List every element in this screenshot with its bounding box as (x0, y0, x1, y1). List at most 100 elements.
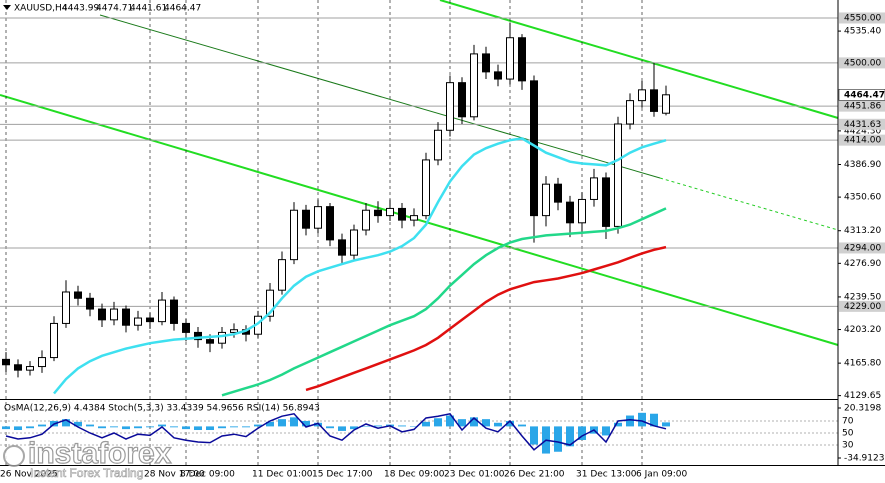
y-tick-label: 4313.20 (844, 226, 881, 236)
candle-body (266, 289, 274, 317)
level-label-box (839, 134, 885, 146)
osma-bar (302, 420, 310, 427)
candle-body (326, 206, 334, 241)
trend-line-extension (659, 177, 839, 231)
candle-body (314, 206, 322, 229)
candle-body (626, 100, 634, 125)
osma-bar (458, 419, 466, 427)
osma-bar (422, 421, 430, 427)
osma-bar (650, 413, 658, 427)
candle-body (230, 329, 238, 333)
osma-bar (602, 426, 610, 436)
level-label: 4500.00 (844, 58, 881, 68)
osma-bar (122, 426, 130, 430)
osma-bar (506, 420, 514, 427)
candle-body (74, 291, 82, 299)
osma-bar (410, 426, 418, 427)
osma-bar (74, 421, 82, 427)
level-label: 4451.86 (844, 102, 881, 112)
candle-body (470, 53, 478, 118)
candle-body (134, 317, 142, 326)
candle-body (98, 308, 106, 321)
osma-bar (158, 424, 166, 427)
osma-bar (662, 422, 670, 427)
x-tick-label: 26 Dec 21:00 (504, 470, 565, 480)
candle-body (86, 297, 94, 310)
level-label-box (839, 300, 885, 312)
candle-body (182, 322, 190, 333)
candle-body (554, 183, 562, 203)
osma-bar (14, 426, 22, 431)
candle-body (374, 209, 382, 217)
candle-body (410, 215, 418, 221)
last-price-label: 4464.47 (844, 90, 885, 100)
osma-bar (62, 419, 70, 427)
osma-bar (578, 426, 586, 440)
x-tick-label: 26 Nov 2025 (0, 470, 58, 480)
osma-bar (362, 426, 370, 427)
close-label: 4464.47 (164, 4, 201, 14)
candle-body (170, 299, 178, 324)
x-tick-label: 23 Dec 01:00 (444, 470, 505, 480)
osma-bar (446, 415, 454, 427)
high-label: 4474.71 (96, 4, 133, 14)
trend-line (99, 14, 661, 179)
candle-body (590, 177, 598, 200)
trend-line (439, 0, 839, 119)
candle-body (602, 177, 610, 227)
y-tick-label: 4203.20 (844, 325, 881, 335)
osma-bar (338, 426, 346, 431)
candle-body (50, 322, 58, 359)
level-label-box (839, 100, 885, 112)
y-tick-label: 4129.65 (844, 391, 881, 401)
candle-body (2, 358, 10, 366)
y-tick-label: 4165.80 (844, 359, 881, 369)
osma-bar (134, 426, 142, 429)
rsi-tick-label: 30 (842, 441, 854, 451)
watermark-logo (3, 445, 25, 467)
candle-body (422, 159, 430, 217)
x-tick-label: 11 Dec 01:00 (252, 470, 313, 480)
watermark-tagline: Instant Forex Trading (30, 466, 143, 480)
level-label: 4294.00 (844, 243, 881, 253)
candle-body (638, 89, 646, 102)
osma-bar (230, 426, 238, 428)
osma-bar (86, 424, 94, 427)
osma-bar (434, 418, 442, 427)
candle-body (122, 308, 130, 326)
candle-body (146, 317, 154, 323)
indicator-label: OsMA(12,26,9) 4.4384 Stoch(5,3,3) 33.433… (4, 404, 320, 414)
candle-body (386, 207, 394, 217)
candle-body (14, 364, 22, 371)
candle-body (542, 183, 550, 217)
osma-bar (38, 424, 46, 427)
menu-triangle[interactable] (3, 5, 11, 10)
x-tick-label: 6 Jan 09:00 (636, 470, 688, 480)
osma-bar (398, 425, 406, 427)
osma-bar (26, 426, 34, 429)
candle-body (362, 209, 370, 231)
osma-bar (350, 426, 358, 430)
osma-bar (182, 426, 190, 430)
osma-bar (218, 426, 226, 429)
candle-body (578, 198, 586, 224)
candle-body (566, 201, 574, 224)
candle-body (338, 239, 346, 256)
y-tick-label: 4276.90 (844, 259, 881, 269)
osma-bar (98, 426, 106, 429)
osma-bar (194, 426, 202, 431)
indicator-tick-label: 20.3198 (844, 404, 881, 414)
level-label: 4550.00 (844, 13, 881, 23)
osma-bar (518, 424, 526, 427)
candle-body (446, 82, 454, 131)
candle-body (494, 71, 502, 80)
osma-bar (494, 422, 502, 427)
open-label: 4443.99 (62, 4, 99, 14)
candle-body (398, 207, 406, 221)
y-tick-label: 4239.50 (844, 292, 881, 302)
candle-body (110, 308, 118, 321)
osma-bar (554, 426, 562, 452)
low-label: 4441.61 (130, 4, 167, 14)
